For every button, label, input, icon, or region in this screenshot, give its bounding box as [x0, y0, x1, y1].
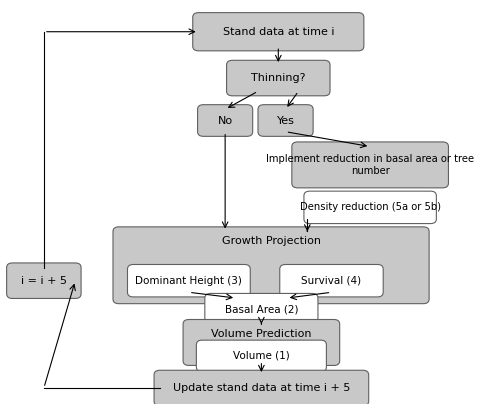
FancyBboxPatch shape: [196, 340, 326, 372]
Text: Stand data at time i: Stand data at time i: [222, 27, 334, 37]
FancyBboxPatch shape: [304, 191, 436, 223]
FancyBboxPatch shape: [6, 263, 81, 298]
Text: Volume (1): Volume (1): [233, 351, 290, 361]
FancyBboxPatch shape: [183, 319, 340, 365]
Text: i = i + 5: i = i + 5: [21, 276, 67, 286]
FancyBboxPatch shape: [226, 60, 330, 96]
Text: Implement reduction in basal area or tree
number: Implement reduction in basal area or tre…: [266, 154, 474, 176]
FancyBboxPatch shape: [205, 293, 318, 326]
FancyBboxPatch shape: [198, 105, 252, 136]
FancyBboxPatch shape: [258, 105, 313, 136]
Text: Thinning?: Thinning?: [251, 73, 306, 83]
Text: Dominant Height (3): Dominant Height (3): [136, 276, 242, 286]
Text: Update stand data at time i + 5: Update stand data at time i + 5: [172, 383, 350, 393]
FancyBboxPatch shape: [280, 265, 383, 297]
Text: Volume Prediction: Volume Prediction: [211, 329, 312, 339]
Text: Survival (4): Survival (4): [302, 276, 362, 286]
Text: Density reduction (5a or 5b): Density reduction (5a or 5b): [300, 202, 440, 212]
Text: Growth Projection: Growth Projection: [222, 236, 320, 246]
Text: Yes: Yes: [276, 116, 294, 125]
FancyBboxPatch shape: [128, 265, 250, 297]
FancyBboxPatch shape: [113, 227, 429, 304]
FancyBboxPatch shape: [192, 13, 364, 51]
Text: No: No: [218, 116, 232, 125]
FancyBboxPatch shape: [292, 142, 448, 188]
Text: Basal Area (2): Basal Area (2): [224, 305, 298, 315]
FancyBboxPatch shape: [154, 370, 368, 406]
